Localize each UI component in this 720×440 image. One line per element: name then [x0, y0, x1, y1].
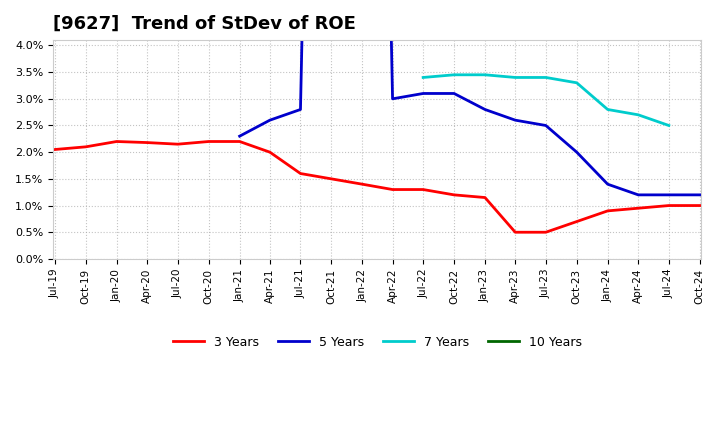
3 Years	[112, 139, 121, 144]
3 Years	[450, 192, 459, 198]
5 Years	[634, 192, 642, 198]
7 Years	[634, 112, 642, 117]
5 Years	[388, 96, 397, 102]
3 Years	[327, 176, 336, 182]
3 Years	[358, 182, 366, 187]
Line: 3 Years: 3 Years	[55, 142, 700, 232]
3 Years	[419, 187, 428, 192]
7 Years	[419, 75, 428, 80]
5 Years	[572, 150, 581, 155]
5 Years	[419, 91, 428, 96]
5 Years	[696, 192, 704, 198]
3 Years	[235, 139, 244, 144]
3 Years	[296, 171, 305, 176]
3 Years	[572, 219, 581, 224]
3 Years	[266, 150, 274, 155]
3 Years	[603, 208, 612, 213]
3 Years	[511, 230, 520, 235]
5 Years	[481, 107, 490, 112]
Line: 5 Years: 5 Years	[240, 0, 700, 195]
3 Years	[696, 203, 704, 208]
3 Years	[481, 195, 490, 200]
Line: 7 Years: 7 Years	[423, 75, 669, 125]
7 Years	[603, 107, 612, 112]
3 Years	[174, 142, 182, 147]
3 Years	[665, 203, 673, 208]
5 Years	[296, 107, 305, 112]
3 Years	[634, 205, 642, 211]
7 Years	[572, 80, 581, 85]
Text: [9627]  Trend of StDev of ROE: [9627] Trend of StDev of ROE	[53, 15, 356, 33]
5 Years	[450, 91, 459, 96]
5 Years	[541, 123, 550, 128]
7 Years	[450, 72, 459, 77]
7 Years	[541, 75, 550, 80]
3 Years	[50, 147, 59, 152]
3 Years	[143, 140, 151, 145]
7 Years	[511, 75, 520, 80]
3 Years	[388, 187, 397, 192]
5 Years	[266, 117, 274, 123]
3 Years	[541, 230, 550, 235]
3 Years	[204, 139, 213, 144]
3 Years	[81, 144, 90, 150]
5 Years	[603, 182, 612, 187]
Legend: 3 Years, 5 Years, 7 Years, 10 Years: 3 Years, 5 Years, 7 Years, 10 Years	[168, 331, 587, 354]
7 Years	[665, 123, 673, 128]
7 Years	[481, 72, 490, 77]
5 Years	[665, 192, 673, 198]
5 Years	[511, 117, 520, 123]
5 Years	[235, 133, 244, 139]
